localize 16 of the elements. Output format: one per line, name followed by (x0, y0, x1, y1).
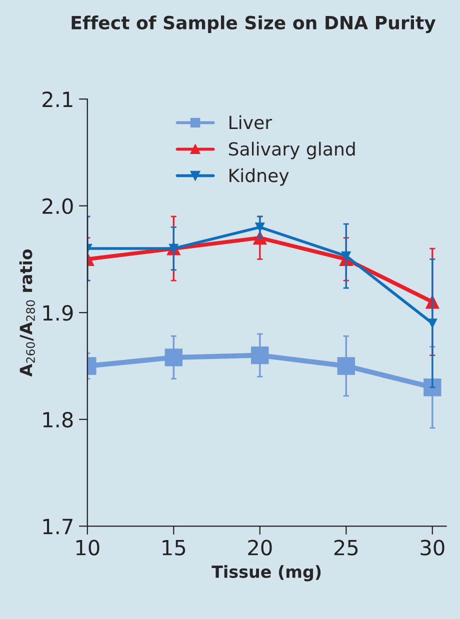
x-tick-label: 15 (162, 540, 186, 556)
legend-label: Kidney (230, 168, 289, 186)
legend-label: Liver (230, 115, 272, 130)
x-tick-label: 20 (248, 540, 272, 556)
y-tick-label: 1.7 (43, 518, 72, 534)
y-tick-label: 1.8 (43, 412, 73, 428)
x-tick-label: 30 (420, 540, 444, 556)
y-tick-label: 1.9 (43, 305, 73, 321)
y-axis-title: A$_{260}$/A$_{280}$ ratio (19, 249, 35, 377)
y-tick-label: 2.1 (42, 91, 72, 107)
x-axis-title: Tissue (mg) (212, 565, 321, 582)
chart-title: Effect of Sample Size on DNA Purity (72, 15, 436, 34)
x-tick-label: 25 (334, 540, 358, 556)
x-tick-label: 10 (76, 540, 100, 556)
y-tick-label: 2.0 (42, 198, 73, 214)
legend-label: Salivary gland (228, 142, 355, 160)
